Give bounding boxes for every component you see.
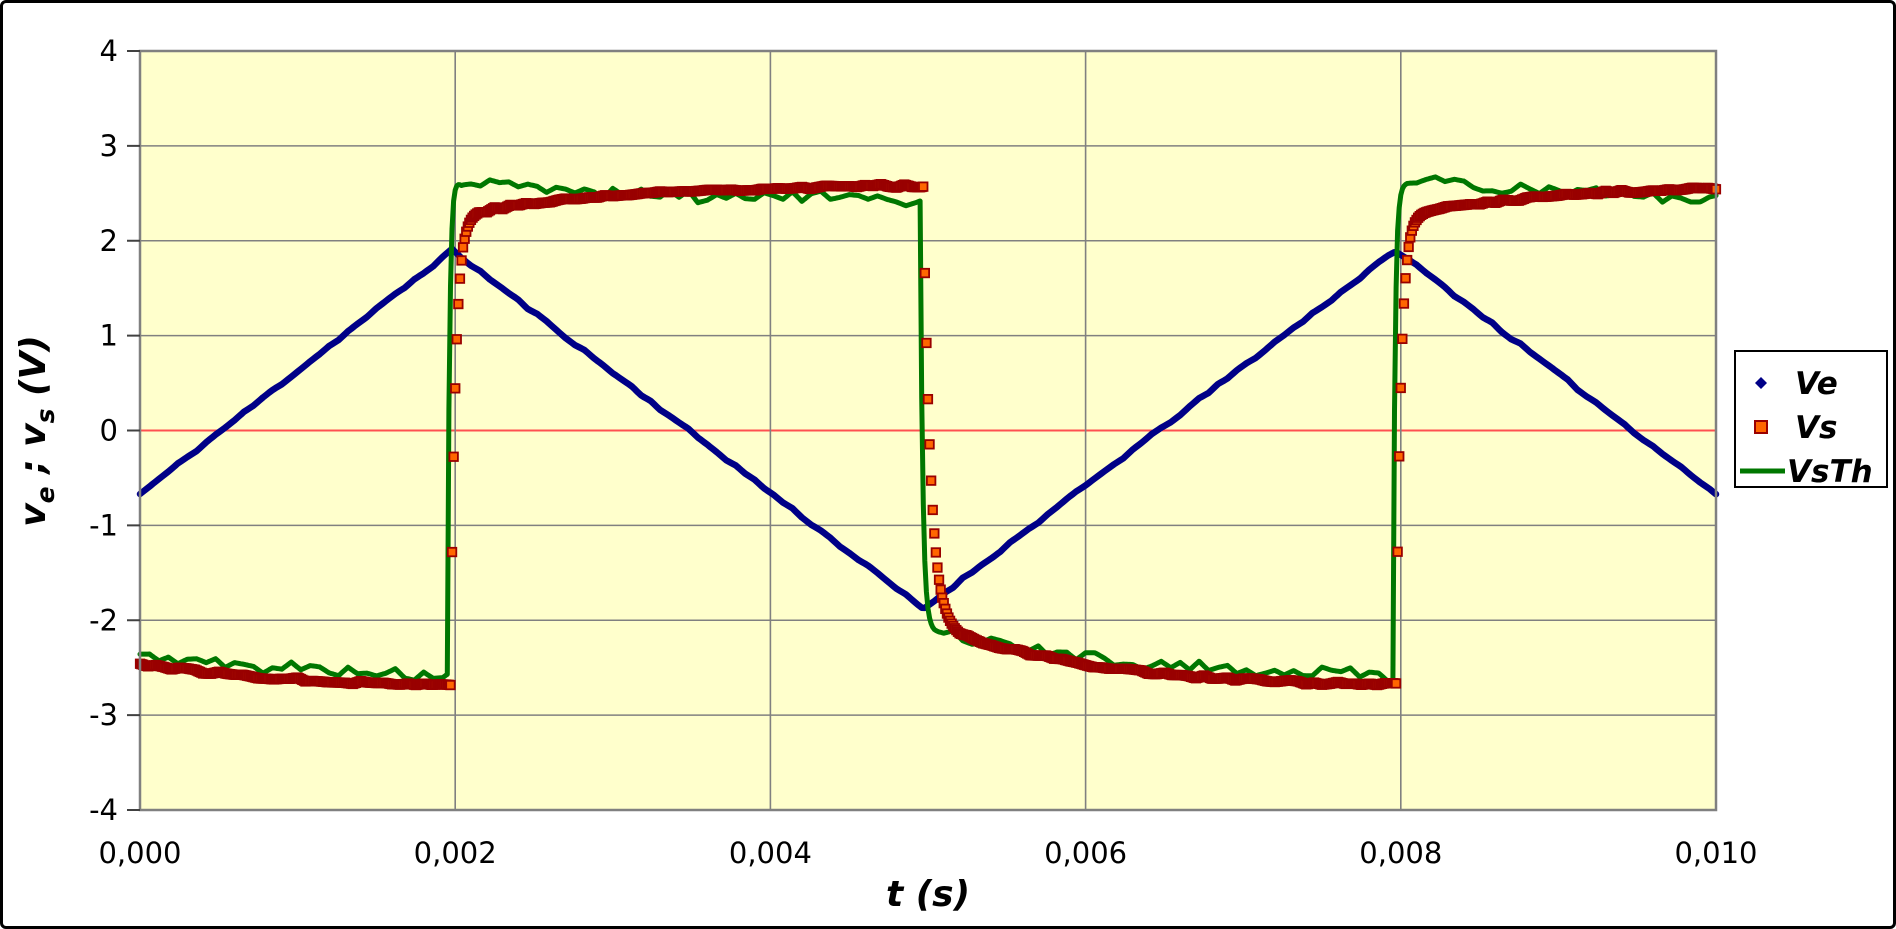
vs-marker [445, 679, 456, 691]
y-tick-label: 1 [100, 319, 118, 353]
vs-marker [1398, 298, 1410, 309]
vs-marker [456, 255, 467, 266]
vs-marker [1402, 254, 1413, 266]
vs-marker [933, 574, 945, 585]
y-tick-label: -2 [89, 603, 118, 637]
vs-marker [1394, 451, 1405, 462]
x-axis-title-text: t (s) [886, 874, 970, 915]
y-tick-label: 4 [100, 34, 118, 68]
vs-marker [922, 393, 934, 405]
x-tick-label: 0,010 [1674, 836, 1757, 870]
legend-label-ve: Ve [1795, 366, 1838, 402]
x-axis-ticks: 0,000 0,002 0,004 0,006 0,008 0,010 [98, 836, 1757, 870]
y-tick-label: 2 [100, 224, 118, 258]
x-tick-label: 0,004 [729, 836, 812, 870]
legend-label-vsth: VsTh [1787, 454, 1873, 490]
vs-marker [450, 383, 461, 394]
x-tick-label: 0,008 [1359, 836, 1442, 870]
x-axis-title: t (s) [886, 874, 970, 915]
y-tick-label: -3 [89, 698, 118, 732]
vs-marker [929, 528, 940, 539]
ve-legend-marker-icon [1755, 377, 1767, 389]
x-tick-label: 0,006 [1044, 836, 1127, 870]
vs-marker [454, 273, 466, 284]
vs-marker [1397, 333, 1408, 345]
vs-marker [919, 267, 930, 279]
vs-marker [1400, 273, 1411, 284]
series-vsth [137, 174, 1719, 684]
vsth-curve [137, 174, 1719, 684]
legend-label-vs: Vs [1795, 410, 1837, 446]
series-vs [134, 178, 1722, 691]
vs-marker [457, 242, 469, 253]
vs-legend-marker-icon [1754, 420, 1768, 434]
vs-marker [1403, 241, 1414, 253]
y-axis-ticks: -4 -3 -2 -1 0 1 2 3 4 [89, 34, 140, 827]
y-tick-label: -1 [89, 508, 118, 542]
vs-marker [453, 298, 464, 310]
vs-marker [1390, 678, 1402, 689]
y-axis-title-text: ve​ ; vs​ (V) [13, 335, 60, 527]
vs-marker [924, 439, 935, 450]
y-axis-title: ve​ ; vs​ (V) [13, 335, 60, 527]
legend-box [1734, 350, 1888, 488]
vs-marker [930, 547, 941, 558]
vs-marker [932, 562, 943, 573]
x-tick-label: 0,002 [414, 836, 497, 870]
x-tick-label: 0,000 [98, 836, 181, 870]
vs-marker [926, 475, 937, 486]
vs-marker [448, 451, 459, 462]
y-tick-label: -4 [89, 793, 118, 827]
vs-marker [927, 504, 938, 516]
vs-marker [918, 181, 929, 192]
vs-marker [451, 334, 462, 345]
vs-marker [446, 546, 458, 558]
vs-marker [921, 337, 932, 349]
y-tick-label: 3 [100, 129, 118, 163]
vs-marker [1395, 382, 1406, 394]
legend: Ve Vs VsTh [1734, 350, 1888, 490]
y-tick-label: 0 [100, 414, 118, 448]
vs-marker [1392, 546, 1403, 557]
